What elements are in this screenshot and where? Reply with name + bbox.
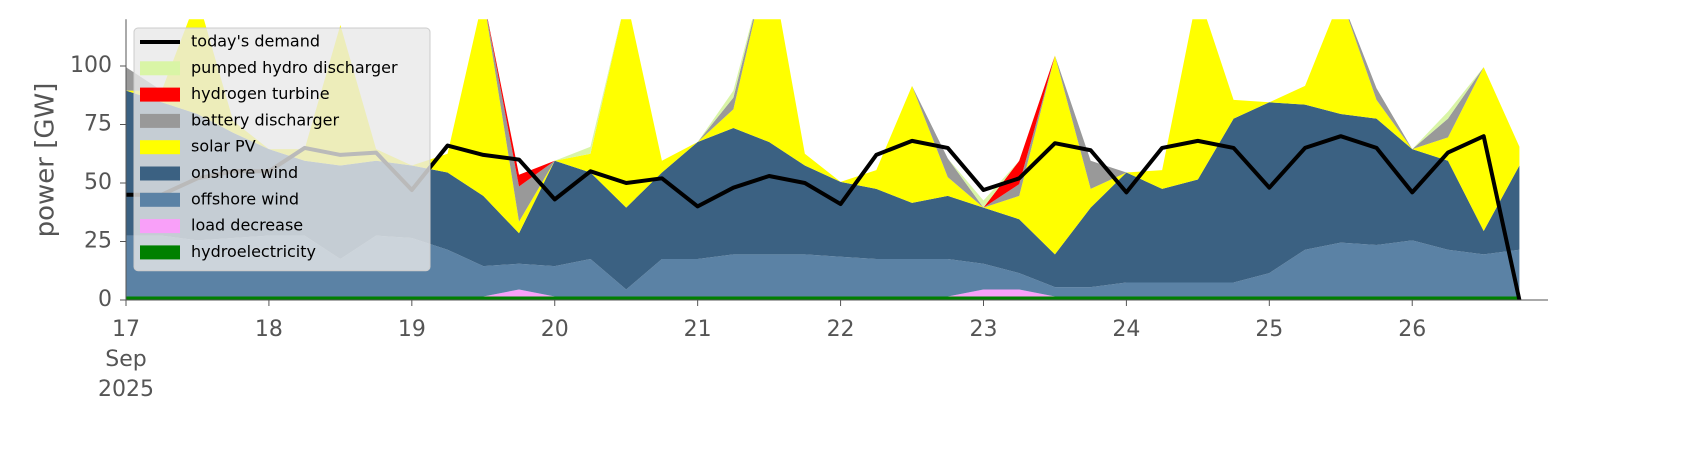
y-tick-label: 50: [84, 170, 112, 195]
x-tick-label: 25: [1255, 317, 1283, 342]
legend-swatch: [140, 192, 180, 207]
legend-swatch: [140, 166, 180, 181]
x-tick-label: 26: [1398, 317, 1426, 342]
x-tick-label: 23: [969, 317, 997, 342]
y-tick-label: 25: [84, 229, 112, 254]
legend-label: offshore wind: [191, 189, 299, 208]
legend-label: load decrease: [191, 216, 303, 235]
x-tick-label: 18: [255, 317, 283, 342]
legend-swatch: [140, 61, 180, 76]
area: [126, 296, 1520, 300]
y-tick-label: 75: [84, 112, 112, 137]
legend-swatch: [140, 219, 180, 234]
plot-area: [126, 19, 1522, 300]
legend-label: solar PV: [191, 137, 256, 156]
legend-swatch: [140, 87, 180, 102]
legend-label: battery discharger: [191, 110, 339, 129]
y-tick-label: 100: [70, 53, 112, 78]
legend: today's demand pumped hydro discharger hyd…: [133, 27, 431, 272]
area: [126, 19, 1520, 255]
x-tick-label: 24: [1112, 317, 1140, 342]
legend-label: onshore wind: [191, 163, 298, 182]
legend-label: hydrogen turbine: [191, 84, 330, 103]
x-tick-label: 19: [398, 317, 426, 342]
legend-swatch: [140, 113, 180, 128]
area: [126, 90, 1520, 290]
legend-label: today's demand: [191, 32, 320, 51]
legend-label: hydroelectricity: [191, 242, 316, 261]
x-tick-label: 21: [684, 317, 712, 342]
y-tick-label: 0: [98, 287, 112, 312]
legend-swatch: [140, 245, 180, 260]
area: [126, 235, 1520, 297]
x-tick-label: 20: [541, 317, 569, 342]
y-axis-label: power [GW]: [31, 83, 61, 238]
x-tick-label: 17 Sep 2025: [98, 317, 154, 402]
legend-box: [133, 27, 431, 272]
legend-label: pumped hydro discharger: [191, 58, 398, 77]
legend-swatch: [140, 140, 180, 155]
x-tick-label: 22: [827, 317, 855, 342]
